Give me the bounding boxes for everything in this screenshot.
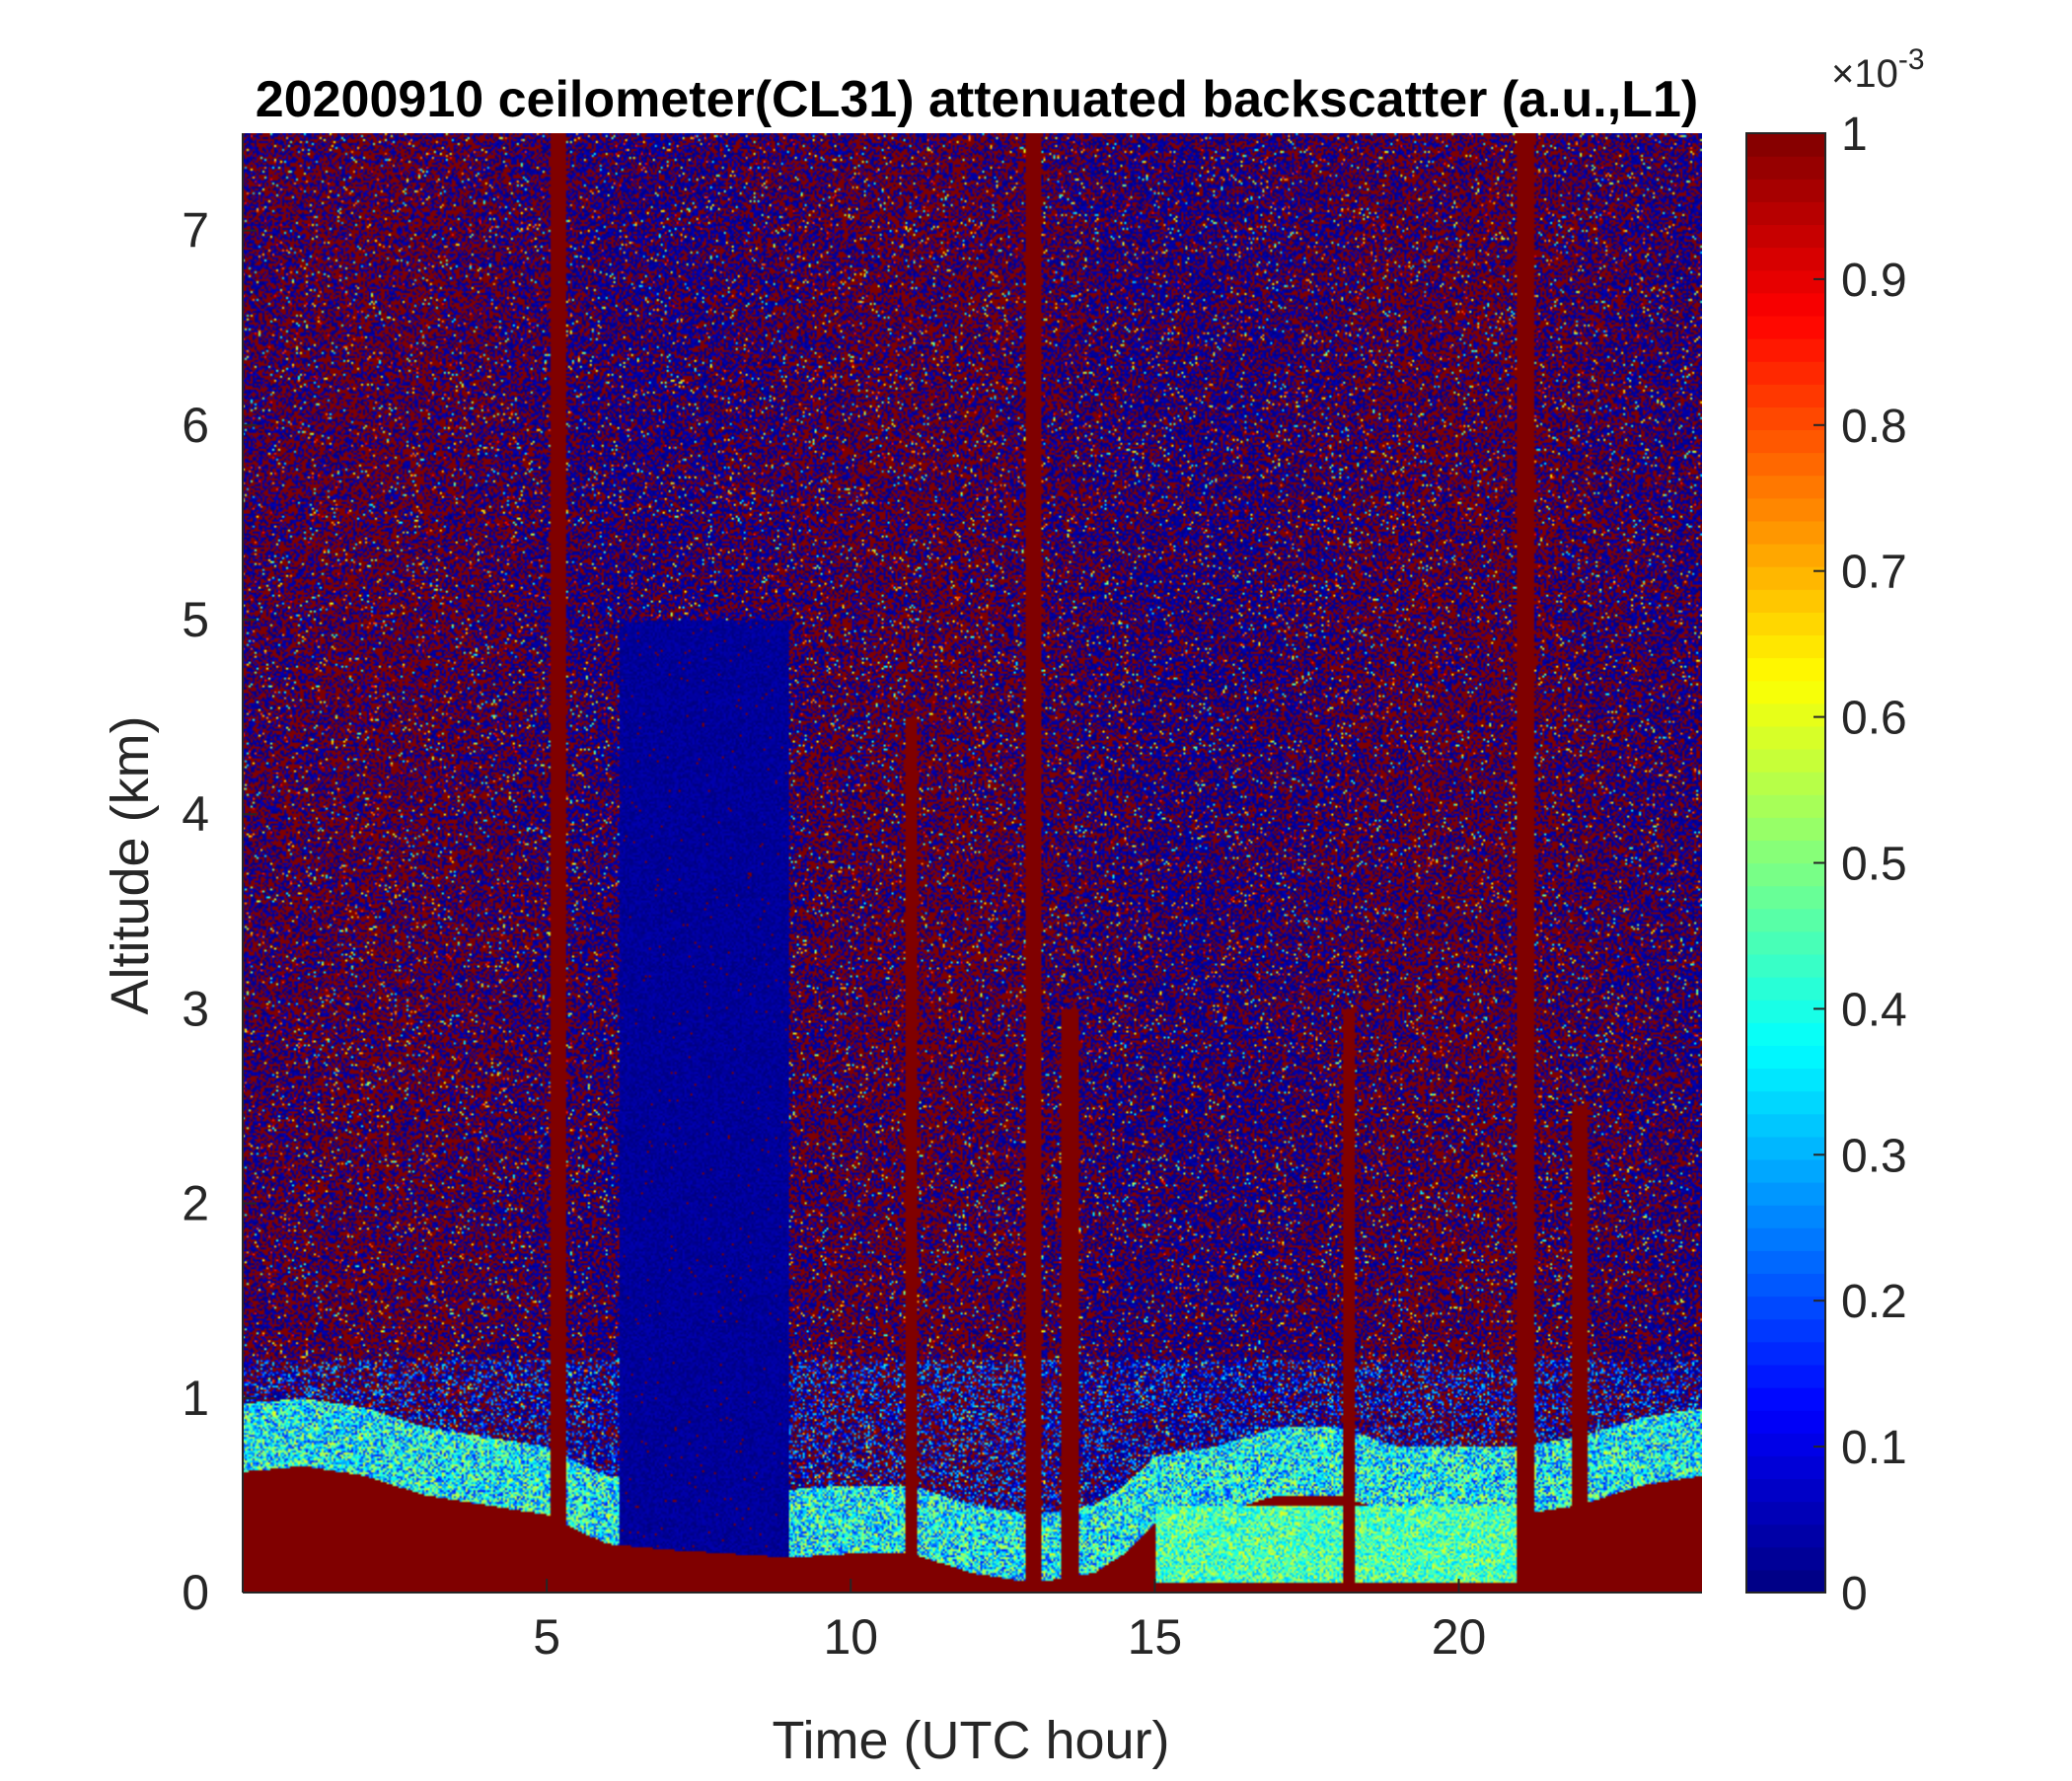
y-tick-label: 5: [182, 592, 209, 647]
colorbar-segment: [1746, 634, 1825, 659]
colorbar-tick-label: 0.8: [1841, 401, 1907, 453]
colorbar-tick-label: 0.5: [1841, 839, 1907, 891]
colorbar-tick-label: 0.4: [1841, 984, 1907, 1036]
colorbar-segment: [1746, 1227, 1825, 1251]
colorbar-segment: [1746, 520, 1825, 545]
colorbar-tick-label: 0.3: [1841, 1130, 1907, 1182]
colorbar-segment: [1746, 817, 1825, 841]
colorbar-segment: [1746, 1158, 1825, 1183]
colorbar-segment: [1746, 1068, 1825, 1092]
y-tick-label: 4: [182, 786, 209, 842]
colorbar-segment: [1746, 1569, 1825, 1594]
colorbar-segment: [1746, 315, 1825, 339]
colorbar-segment: [1746, 725, 1825, 750]
colorbar-segment: [1746, 1478, 1825, 1503]
colorbar-tick-label: 0.2: [1841, 1276, 1907, 1328]
colorbar-segment: [1746, 772, 1825, 795]
colorbar-segment: [1746, 1205, 1825, 1228]
colorbar-segment: [1746, 384, 1825, 408]
y-tick-label: 2: [182, 1176, 209, 1231]
colorbar-segment: [1746, 794, 1825, 818]
colorbar-segment: [1746, 407, 1825, 431]
y-tick-label: 6: [182, 398, 209, 453]
colorbar-segment: [1746, 1387, 1825, 1411]
x-axis-label: Time (UTC hour): [772, 1711, 1169, 1770]
x-tick-label: 10: [823, 1609, 878, 1665]
colorbar-segment: [1746, 497, 1825, 522]
colorbar-segment: [1746, 1296, 1825, 1320]
x-tick-label: 20: [1432, 1609, 1487, 1665]
colorbar-segment: [1746, 977, 1825, 1001]
colorbar-segment: [1746, 201, 1825, 226]
colorbar-segment: [1746, 1364, 1825, 1388]
x-tick-label: 15: [1128, 1609, 1183, 1665]
colorbar-segment: [1746, 1501, 1825, 1525]
colorbar-tick-label: 0: [1841, 1568, 1868, 1620]
colorbar-segment: [1746, 1546, 1825, 1571]
colorbar-tick-label: 0.1: [1841, 1422, 1907, 1474]
y-tick-label: 1: [182, 1371, 209, 1426]
colorbar-segment: [1746, 566, 1825, 590]
colorbar-segment: [1746, 1090, 1825, 1115]
colorbar: 0 0.1 0.2 0.3 0.4 0.5 0.6 0.7 0.8 0.9 1: [1745, 109, 1907, 1620]
colorbar-segment: [1746, 247, 1825, 271]
colorbar-segment: [1746, 885, 1825, 910]
x-tick-label: 5: [533, 1609, 560, 1665]
y-axis-label: Altitude (km): [101, 715, 160, 1014]
y-tick-label: 0: [182, 1565, 209, 1620]
colorbar-tick-label: 1: [1841, 109, 1868, 161]
colorbar-segment: [1746, 133, 1825, 157]
colorbar-segment: [1746, 269, 1825, 294]
colorbar-segment: [1746, 703, 1825, 727]
colorbar-segment: [1746, 1136, 1825, 1160]
heatmap-image: [243, 133, 1702, 1593]
colorbar-segment: [1746, 953, 1825, 978]
colorbar-segment: [1746, 680, 1825, 705]
colorbar-segment: [1746, 361, 1825, 385]
plot-area: [243, 133, 1702, 1593]
colorbar-segment: [1746, 179, 1825, 202]
colorbar-segment: [1746, 908, 1825, 932]
colorbar-segment: [1746, 1273, 1825, 1298]
colorbar-segment: [1746, 1045, 1825, 1070]
colorbar-segment: [1746, 862, 1825, 887]
y-tick-label: 7: [182, 203, 209, 259]
colorbar-segment: [1746, 1113, 1825, 1138]
y-tick-label: 3: [182, 981, 209, 1036]
colorbar-segment: [1746, 657, 1825, 682]
colorbar-segment: [1746, 589, 1825, 613]
colorbar-segment: [1746, 930, 1825, 955]
colorbar-tick-label: 0.7: [1841, 547, 1907, 599]
colorbar-segment: [1746, 156, 1825, 180]
colorbar-segment: [1746, 337, 1825, 362]
chart-title: 20200910 ceilometer(CL31) attenuated bac…: [256, 71, 1698, 128]
colorbar-segment: [1746, 1000, 1825, 1023]
colorbar-segment: [1746, 1523, 1825, 1548]
colorbar-segment: [1746, 452, 1825, 477]
colorbar-tick-label: 0.6: [1841, 693, 1907, 745]
colorbar-segment: [1746, 224, 1825, 249]
colorbar-segment: [1746, 840, 1825, 864]
colorbar-segment: [1746, 1455, 1825, 1480]
colorbar-segment: [1746, 429, 1825, 454]
colorbar-segment: [1746, 612, 1825, 636]
colorbar-segment: [1746, 1410, 1825, 1434]
colorbar-tick-label: 0.9: [1841, 255, 1907, 307]
colorbar-segment: [1746, 1182, 1825, 1206]
colorbar-segment: [1746, 1433, 1825, 1456]
colorbar-segment: [1746, 748, 1825, 773]
colorbar-segment: [1746, 1250, 1825, 1275]
colorbar-segment: [1746, 1022, 1825, 1046]
colorbar-segment: [1746, 1341, 1825, 1366]
colorbar-segment: [1746, 1318, 1825, 1343]
colorbar-segment: [1746, 292, 1825, 317]
colorbar-segment: [1746, 475, 1825, 499]
colorbar-segment: [1746, 543, 1825, 567]
colorbar-scale-label: ×10-3: [1831, 43, 1925, 96]
